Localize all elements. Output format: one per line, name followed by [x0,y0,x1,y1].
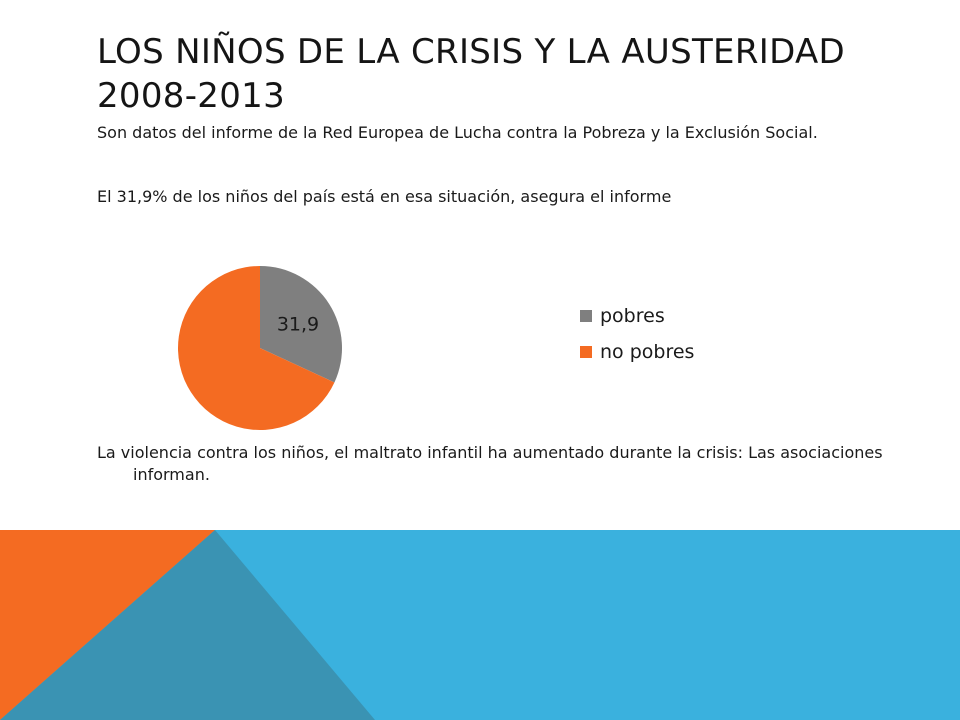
slide-title-line1: LOS NIÑOS DE LA CRISIS Y LA AUSTERIDAD [97,32,845,72]
pie-data-label-pobres: 31,9 [277,314,319,336]
legend-swatch-pobres [580,310,592,322]
legend-swatch-no-pobres [580,346,592,358]
legend-label-no-pobres: no pobres [600,341,695,363]
footer-decoration [0,530,960,720]
legend-label-pobres: pobres [600,305,665,327]
pie-slice-pobres [260,266,342,383]
pie-chart: 31,9 [178,266,342,430]
legend-item-pobres: pobres [580,298,694,334]
slide-title: LOS NIÑOS DE LA CRISIS Y LA AUSTERIDAD 2… [97,30,897,118]
slide-title-line2: 2008-2013 [97,76,286,116]
chart-legend: pobres no pobres [580,298,694,370]
paragraph-violence: La violencia contra los niños, el maltra… [97,443,883,484]
footer-teal-triangle [0,530,375,720]
paragraph-source: Son datos del informe de la Red Europea … [97,123,818,142]
paragraph-statistic: El 31,9% de los niños del país está en e… [97,187,672,206]
pie-slice-no-pobres [178,266,335,430]
legend-item-no-pobres: no pobres [580,334,694,370]
